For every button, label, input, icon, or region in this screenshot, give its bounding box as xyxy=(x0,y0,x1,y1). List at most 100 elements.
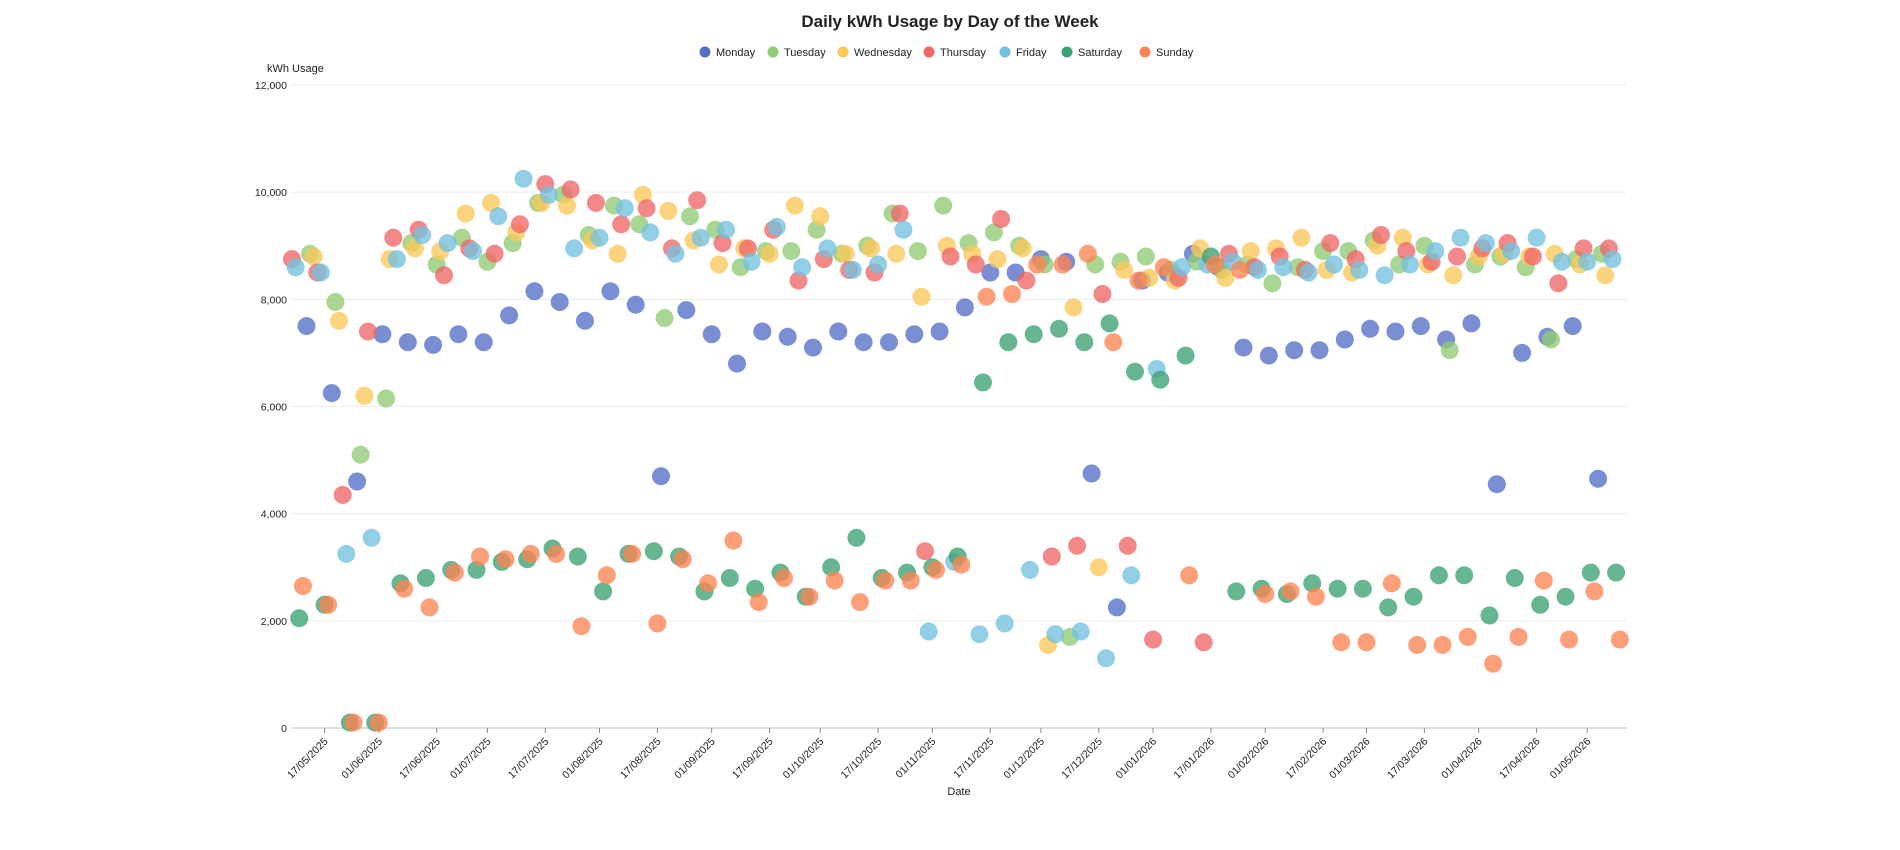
point-wednesday xyxy=(659,201,678,220)
point-monday xyxy=(626,295,645,314)
point-friday xyxy=(1451,228,1470,247)
point-wednesday xyxy=(608,244,627,263)
point-sunday xyxy=(369,713,388,732)
x-tick-label: 01/05/2026 xyxy=(1548,736,1594,782)
point-saturday xyxy=(1581,563,1600,582)
point-saturday xyxy=(1353,579,1372,598)
point-friday xyxy=(590,228,609,247)
point-thursday xyxy=(1017,271,1036,290)
point-friday xyxy=(387,250,406,269)
point-saturday xyxy=(1151,370,1170,389)
point-wednesday xyxy=(406,239,424,258)
point-monday xyxy=(1107,598,1126,617)
legend-label-saturday: Saturday xyxy=(1078,47,1123,59)
point-wednesday xyxy=(558,196,576,215)
point-tuesday xyxy=(782,242,801,261)
point-monday xyxy=(677,301,696,320)
point-sunday xyxy=(927,560,945,579)
point-thursday xyxy=(1321,234,1340,253)
point-monday xyxy=(804,338,822,357)
point-sunday xyxy=(977,287,996,306)
point-saturday xyxy=(1100,314,1119,333)
point-sunday xyxy=(724,531,743,550)
point-wednesday xyxy=(1444,266,1463,285)
point-tuesday xyxy=(1136,247,1155,266)
point-friday xyxy=(337,544,356,563)
point-sunday xyxy=(521,544,540,563)
x-tick-label: 17/10/2025 xyxy=(839,736,885,782)
point-thursday xyxy=(916,542,935,561)
point-sunday xyxy=(293,577,312,595)
point-friday xyxy=(1325,255,1343,274)
point-friday xyxy=(1350,260,1369,279)
x-tick-label: 17/04/2026 xyxy=(1497,736,1543,782)
point-monday xyxy=(424,335,443,354)
point-saturday xyxy=(568,547,587,566)
x-axis: 17/05/2025 01/06/2025 17/06/2025 01/07/2025… xyxy=(285,727,1627,782)
point-sunday xyxy=(1458,627,1477,646)
point-saturday xyxy=(1050,319,1068,338)
point-saturday xyxy=(1455,566,1474,585)
point-friday xyxy=(362,528,381,547)
point-wednesday xyxy=(912,287,931,306)
point-sunday xyxy=(648,614,667,633)
point-friday xyxy=(1021,560,1039,579)
point-saturday xyxy=(1531,595,1550,614)
point-monday xyxy=(1563,317,1582,336)
point-thursday xyxy=(1372,226,1390,244)
data-points xyxy=(283,169,1629,732)
point-friday xyxy=(919,622,938,641)
x-tick-label: 17/07/2025 xyxy=(506,736,552,782)
point-thursday xyxy=(612,215,631,234)
point-monday xyxy=(500,306,519,325)
point-friday xyxy=(489,207,508,226)
x-tick-label: 01/07/2025 xyxy=(448,736,494,782)
point-wednesday xyxy=(1013,239,1032,258)
point-monday xyxy=(778,327,797,346)
point-saturday xyxy=(1505,569,1524,587)
point-saturday xyxy=(644,542,663,561)
point-sunday xyxy=(901,571,920,590)
point-friday xyxy=(869,255,888,274)
x-tick-label: 01/09/2025 xyxy=(672,736,718,782)
point-monday xyxy=(930,322,949,341)
point-friday xyxy=(463,242,482,261)
x-tick-label: 01/04/2026 xyxy=(1439,736,1485,782)
grid xyxy=(292,84,1627,729)
point-friday xyxy=(565,239,584,258)
point-tuesday xyxy=(908,242,927,261)
point-friday xyxy=(1071,622,1090,641)
point-sunday xyxy=(1281,582,1300,601)
point-friday xyxy=(1046,625,1065,644)
y-tick-label: 8,000 xyxy=(261,294,287,306)
point-tuesday xyxy=(655,309,674,328)
point-friday xyxy=(666,244,685,263)
point-wednesday xyxy=(861,239,880,258)
point-thursday xyxy=(890,204,909,223)
x-tick-label: 01/11/2025 xyxy=(893,736,938,781)
point-friday xyxy=(1578,252,1597,271)
point-friday xyxy=(1476,234,1495,253)
legend-label-sunday: Sunday xyxy=(1156,47,1194,59)
legend-swatch-wednesday xyxy=(837,46,849,58)
point-saturday xyxy=(720,569,739,587)
legend-swatch-friday xyxy=(999,46,1011,58)
legend-label-monday: Monday xyxy=(716,47,756,59)
point-saturday xyxy=(1126,362,1144,381)
point-sunday xyxy=(800,587,819,606)
x-tick-label: 01/06/2025 xyxy=(339,736,385,782)
point-monday xyxy=(854,333,873,352)
point-sunday xyxy=(623,544,642,563)
point-monday xyxy=(1310,341,1329,360)
point-saturday xyxy=(416,569,435,587)
chart-title: Daily kWh Usage by Day of the Week xyxy=(801,12,1099,31)
point-sunday xyxy=(547,544,566,563)
y-tick-label: 6,000 xyxy=(261,402,287,414)
legend-swatch-sunday xyxy=(1139,46,1151,58)
point-friday xyxy=(1400,255,1419,274)
point-wednesday xyxy=(456,204,475,223)
point-monday xyxy=(1082,464,1101,483)
point-tuesday xyxy=(1542,330,1560,349)
point-friday xyxy=(995,614,1014,633)
